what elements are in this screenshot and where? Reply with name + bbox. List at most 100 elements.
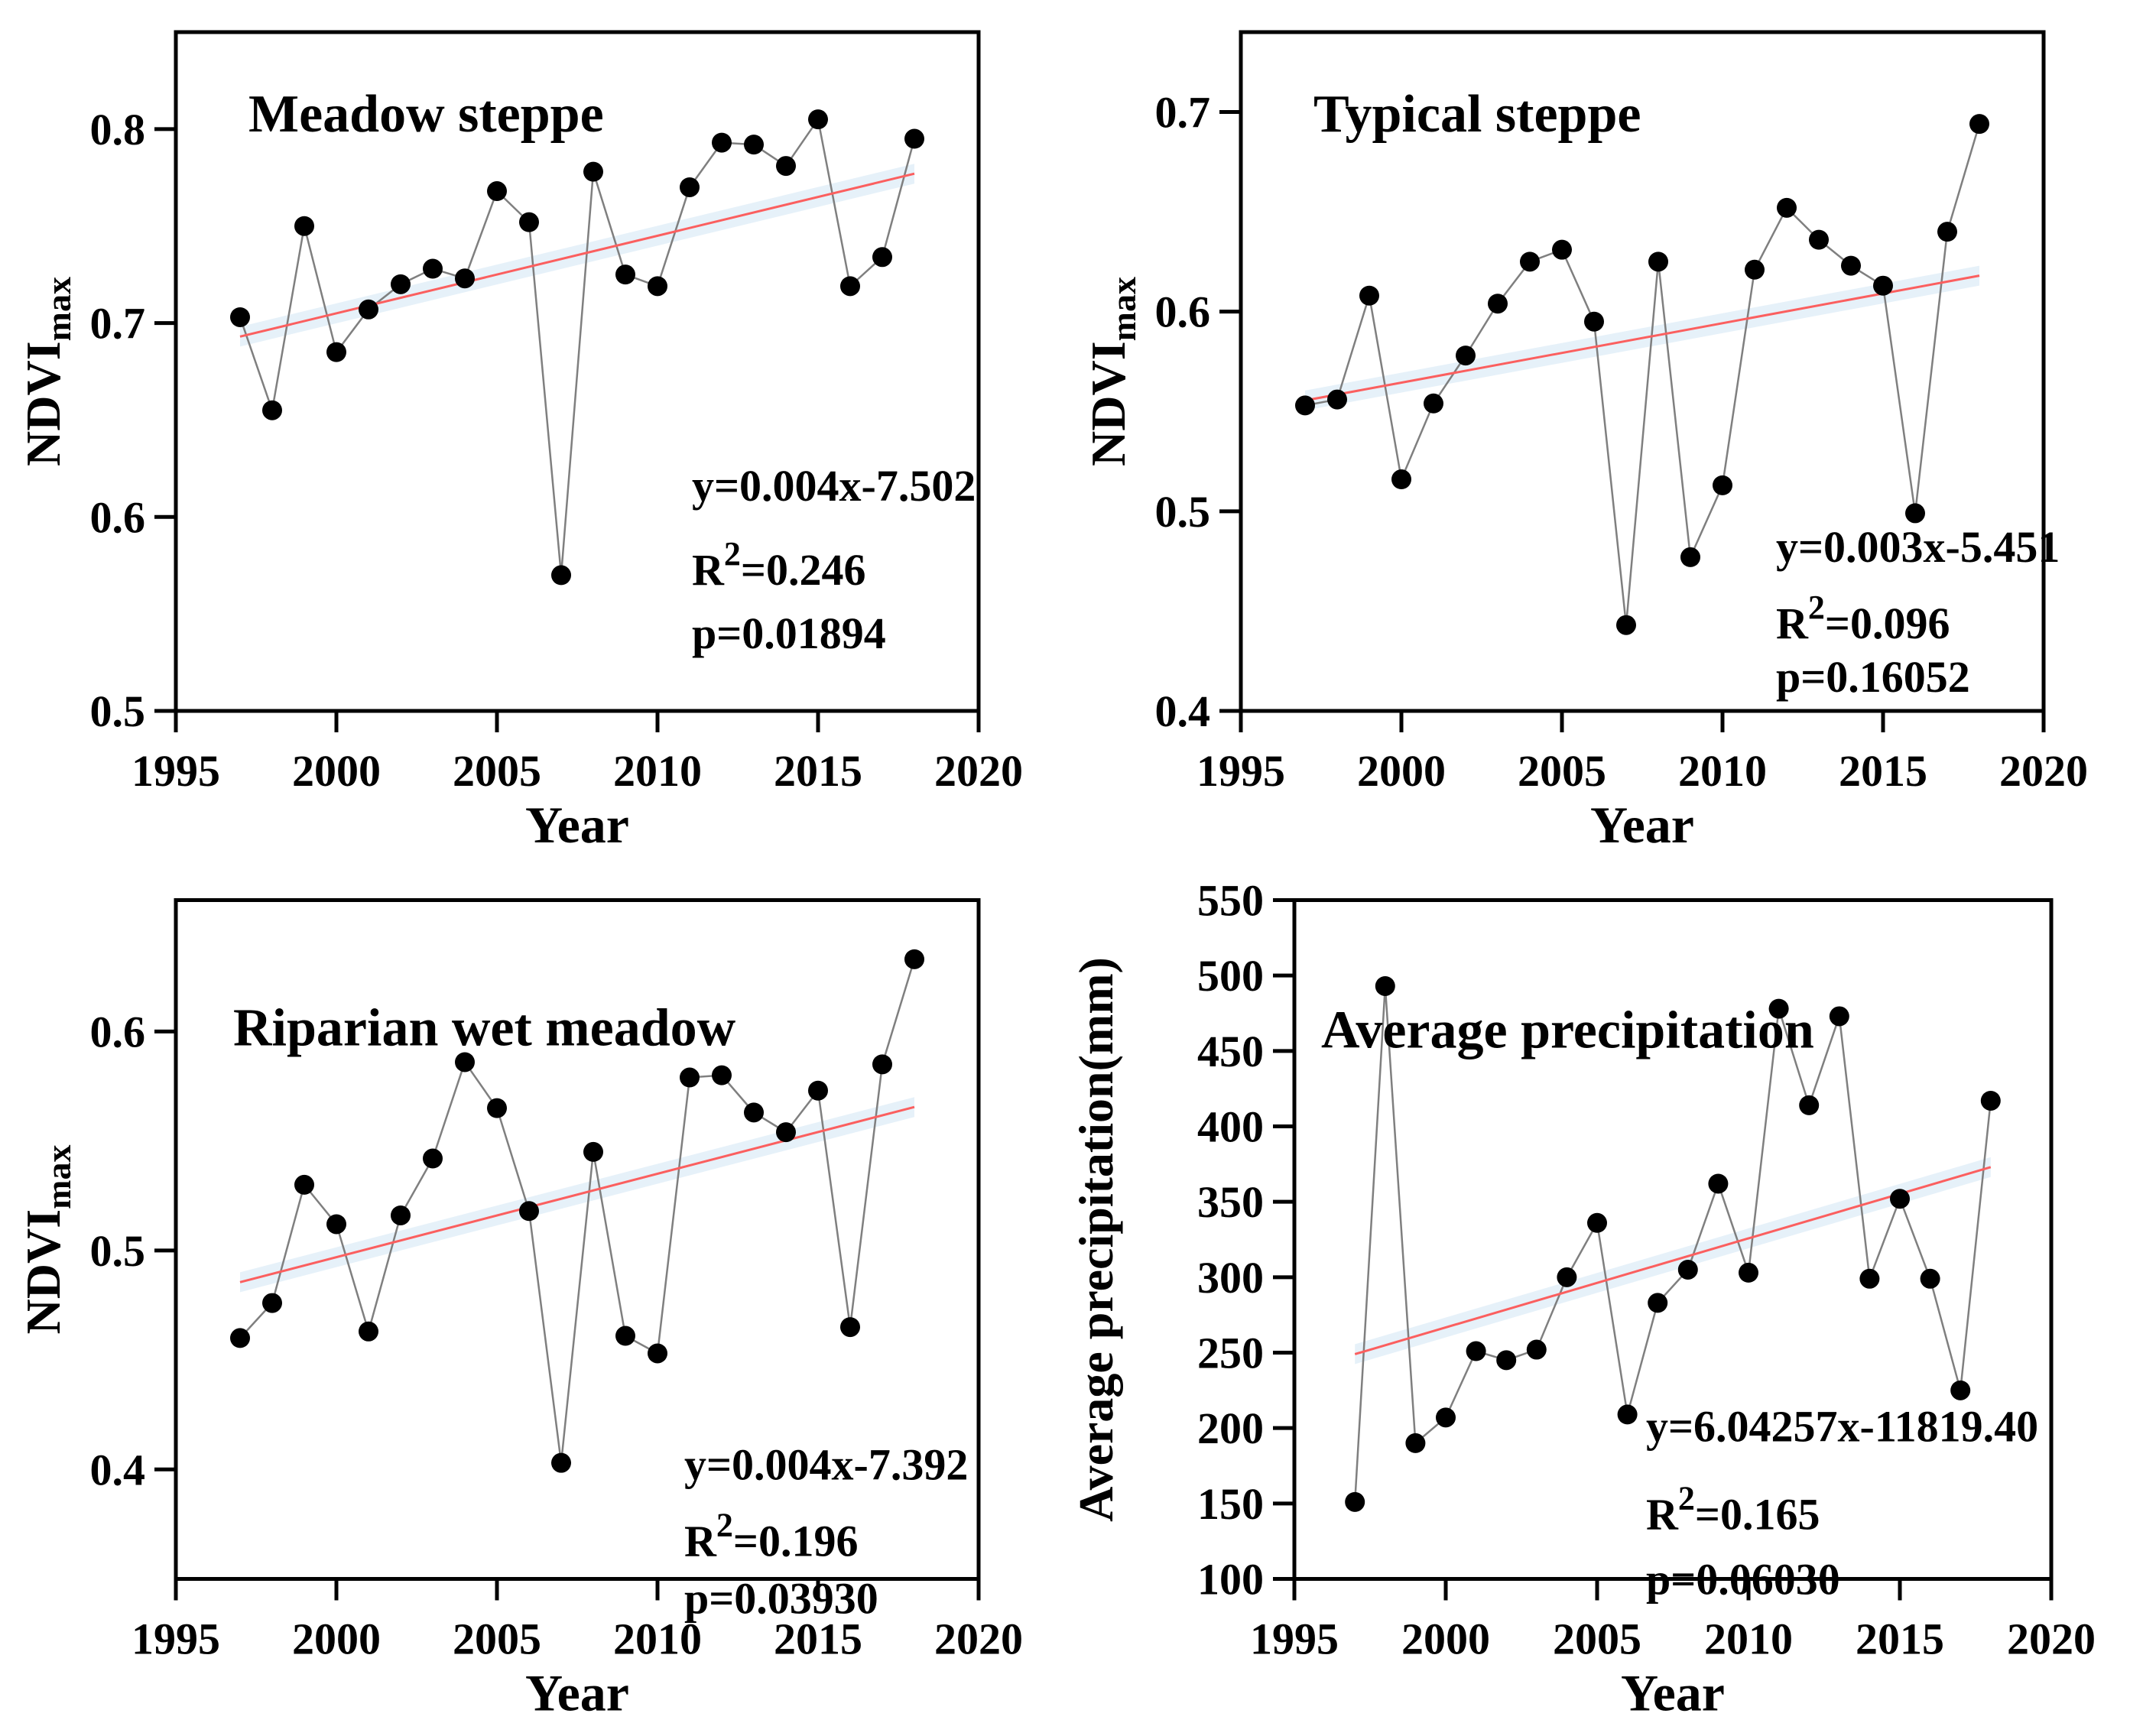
data-point xyxy=(904,949,924,969)
data-point xyxy=(1327,389,1347,410)
annotation-p-value: p=0.16052 xyxy=(1776,652,1970,702)
data-point xyxy=(1739,1262,1758,1283)
annotation-r-squared-sup: 2 xyxy=(724,535,741,573)
trend-line xyxy=(239,172,915,338)
chart-svg-average-precipitation: 1995 2000 2005 2010 2015 2020 100 150 200 250 300 3… xyxy=(1065,868,2130,1736)
data-point xyxy=(1456,346,1476,366)
y-axis-title-subscript: max xyxy=(1104,277,1143,341)
data-point xyxy=(1584,311,1604,332)
data-point xyxy=(648,276,667,297)
data-point xyxy=(615,1326,635,1346)
data-point xyxy=(1496,1350,1517,1371)
data-point xyxy=(1391,469,1411,490)
annotation-r-squared: R2=0.096 xyxy=(1776,589,1950,648)
y-tick-label: 100 xyxy=(1197,1555,1264,1605)
chart-panel-typical-steppe: 1995 2000 2005 2010 2015 2020 0.4 0.5 0.6 0.7 Year… xyxy=(1065,0,2130,868)
data-point xyxy=(872,247,892,268)
x-tick-label: 2015 xyxy=(1839,746,1927,796)
y-tick-label: 0.5 xyxy=(90,686,146,736)
annotation-equation: y=0.004x-7.392 xyxy=(684,1440,968,1490)
x-tick-label: 2005 xyxy=(453,746,541,796)
data-point xyxy=(1829,1006,1849,1027)
panel-title: Typical steppe xyxy=(1313,85,1641,144)
data-point xyxy=(423,1148,443,1169)
data-point xyxy=(1950,1380,1971,1400)
y-tick-label: 250 xyxy=(1197,1329,1264,1378)
x-tick-label: 2015 xyxy=(774,1614,862,1664)
data-point xyxy=(1359,285,1379,306)
data-point xyxy=(1713,475,1732,495)
data-point xyxy=(1488,294,1508,314)
x-tick-label: 2015 xyxy=(774,746,862,796)
annotation-equation: y=0.003x-5.451 xyxy=(1776,522,2060,572)
data-point xyxy=(391,1205,411,1225)
data-point xyxy=(551,565,571,586)
series-line xyxy=(1353,985,1992,1502)
y-tick-label: 200 xyxy=(1197,1403,1264,1453)
y-tick-label: 0.6 xyxy=(1155,287,1211,337)
data-point xyxy=(455,268,475,289)
data-point xyxy=(1859,1268,1880,1289)
x-tick-label: 2000 xyxy=(1357,746,1446,796)
annotation-r-squared: R2=0.165 xyxy=(1646,1480,1820,1540)
x-tick-label: 2000 xyxy=(1401,1614,1490,1664)
series-line xyxy=(1304,123,1981,625)
x-tick-label: 2010 xyxy=(613,746,702,796)
data-point xyxy=(230,1328,250,1348)
y-tick-label: 0.5 xyxy=(1155,487,1211,537)
data-point xyxy=(583,161,603,182)
y-tick-label: 0.6 xyxy=(90,1007,146,1056)
annotation-r-squared: R2=0.246 xyxy=(692,535,865,595)
data-point xyxy=(391,274,411,294)
y-tick-label: 550 xyxy=(1197,876,1264,926)
data-point xyxy=(776,156,796,177)
data-point xyxy=(519,212,539,232)
y-tick-label: 0.6 xyxy=(90,492,146,542)
x-tick-label: 2000 xyxy=(292,746,381,796)
series-line xyxy=(239,959,916,1463)
data-point xyxy=(1799,1095,1820,1115)
data-point xyxy=(1841,255,1861,276)
data-point xyxy=(1526,1339,1547,1360)
data-point xyxy=(1616,615,1636,635)
x-tick-label: 2020 xyxy=(2007,1614,2096,1664)
y-tick-label: 150 xyxy=(1197,1479,1264,1529)
data-point xyxy=(1708,1173,1729,1194)
annotation-r-squared-sup: 2 xyxy=(716,1507,733,1544)
panel-title: Meadow steppe xyxy=(248,85,604,144)
data-point xyxy=(1587,1212,1607,1233)
data-point xyxy=(1436,1407,1456,1428)
x-tick-label: 2010 xyxy=(1704,1614,1793,1664)
plot-box xyxy=(1292,898,2054,1581)
data-point xyxy=(1520,251,1540,272)
data-point xyxy=(1969,114,1989,135)
data-point xyxy=(840,1317,860,1338)
data-point xyxy=(583,1141,603,1162)
data-point xyxy=(615,264,635,285)
y-axis-title: NDVImax xyxy=(1081,277,1143,466)
x-tick-label: 2015 xyxy=(1856,1614,1944,1664)
data-point xyxy=(1295,395,1315,416)
data-point xyxy=(487,1098,507,1118)
data-point xyxy=(808,1080,828,1101)
annotation-equation: y=6.04257x-11819.40 xyxy=(1646,1402,2038,1452)
data-point xyxy=(1648,1293,1668,1313)
data-point xyxy=(551,1452,571,1473)
annotation-r-squared-value: =0.165 xyxy=(1695,1490,1820,1540)
annotation-r-squared-value: =0.096 xyxy=(1825,599,1950,648)
x-tick-label: 2020 xyxy=(934,746,1023,796)
data-point xyxy=(455,1052,475,1072)
data-point xyxy=(487,181,507,202)
trend-line xyxy=(239,1105,915,1283)
y-axis-title-base: NDVI xyxy=(16,1209,70,1335)
annotation-r-squared-sup: 2 xyxy=(1678,1480,1695,1517)
data-point xyxy=(294,216,314,236)
x-axis-title: Year xyxy=(1590,796,1694,854)
data-point xyxy=(712,1065,732,1085)
data-point xyxy=(712,132,732,153)
data-point xyxy=(1980,1090,2001,1111)
y-axis-title-base: Average precipitation(mm) xyxy=(1069,957,1123,1522)
y-tick-label: 0.7 xyxy=(90,299,146,349)
data-point xyxy=(1345,1491,1365,1512)
